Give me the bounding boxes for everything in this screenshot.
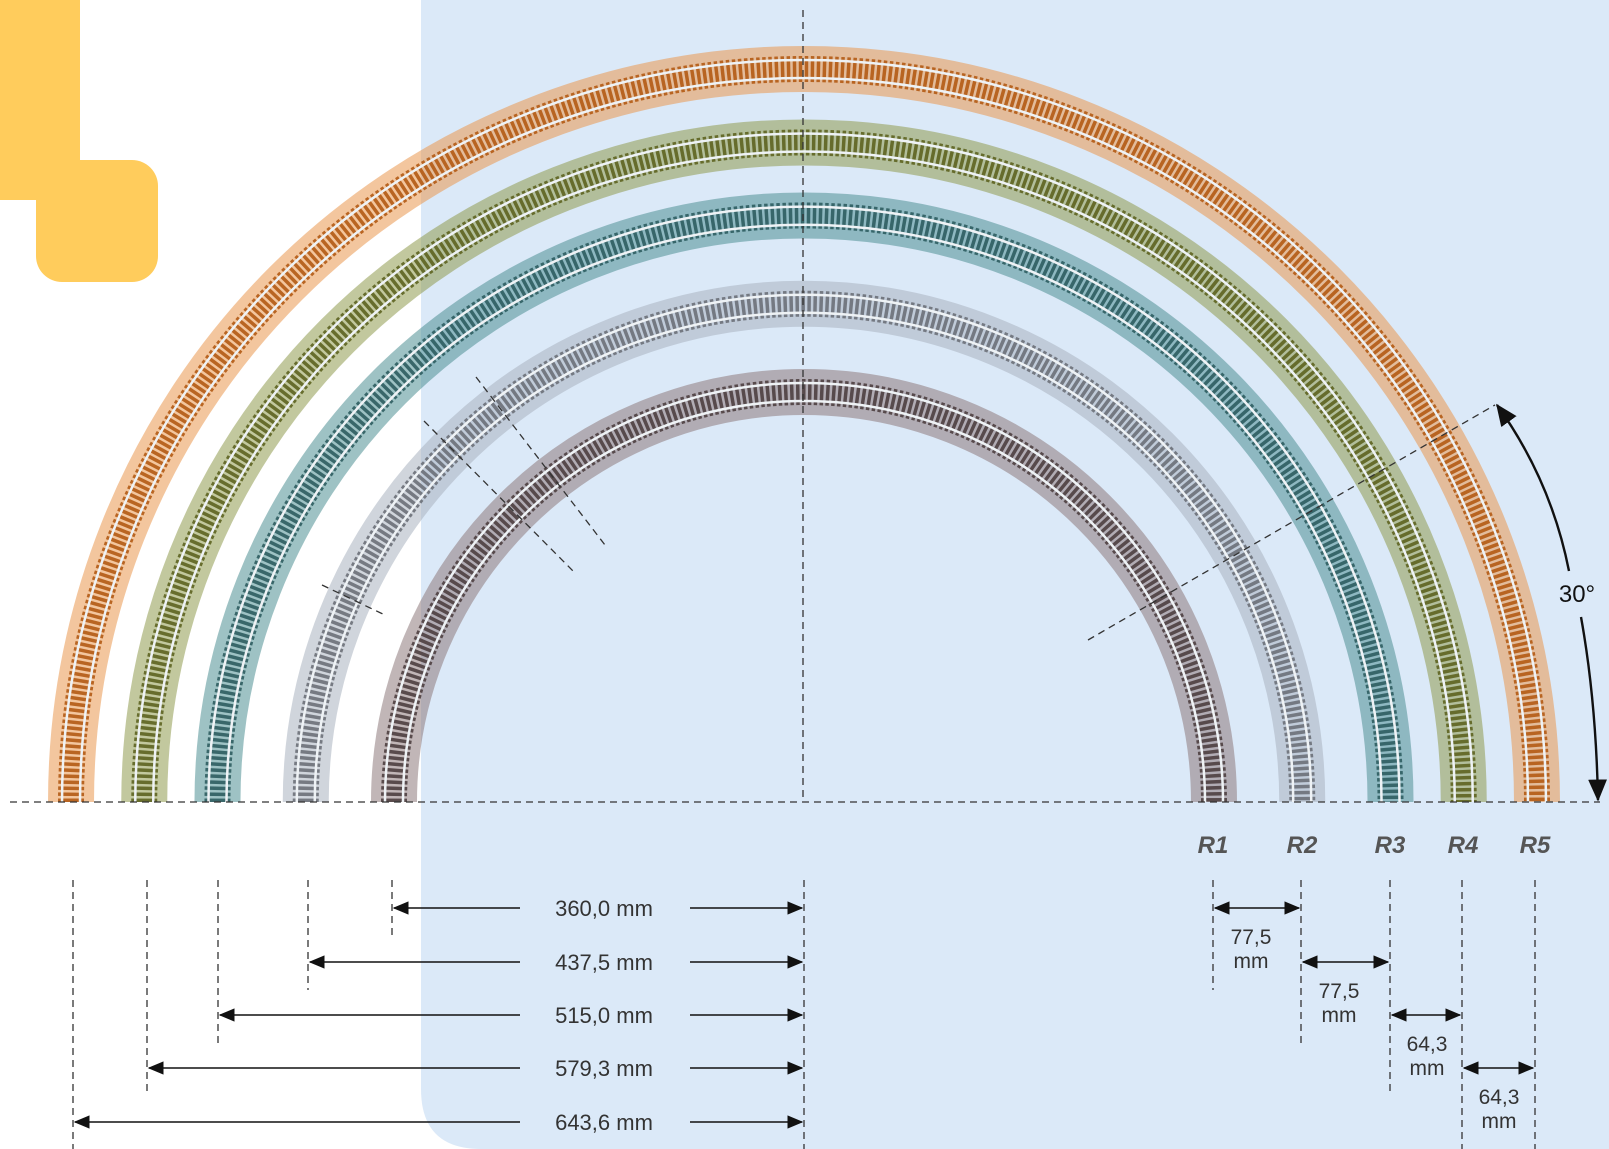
track-r1-rail-outer [383,381,1225,803]
gap-unit-3: mm [1410,1057,1445,1080]
track-r4-rail-outer [133,131,1475,803]
gap-dimensions: 77,5 mm 77,5 mm 64,3 mm 64,3 mm [1212,880,1536,1149]
radius-value-r1: 360,0 mm [555,896,653,921]
angle-arc-lower [1579,616,1608,802]
label-r4: R4 [1448,832,1479,859]
gap-value-4: 64,3 [1479,1086,1520,1109]
track-r4-rail-inner [151,150,1457,803]
radius-value-r3: 515,0 mm [555,1003,653,1028]
gap-unit-4: mm [1482,1110,1517,1133]
gap-unit-2: mm [1322,1004,1357,1027]
track-r4 [121,119,1487,803]
radius-value-r5: 643,6 mm [555,1110,653,1135]
accent-square [36,160,158,282]
guide-lines [10,10,1600,803]
radius-value-r4: 579,3 mm [555,1056,653,1081]
gap-value-1: 77,5 [1231,926,1272,949]
angle-indicator: 30° [1496,403,1608,802]
track-r4-sleepers [131,129,1477,803]
track-r5-sleepers [58,56,1550,803]
radius-labels: R1 R2 R3 R4 R5 [1198,832,1551,859]
angle-ray-30 [1087,404,1496,641]
label-r1: R1 [1198,832,1229,859]
gap-unit-1: mm [1234,950,1269,973]
track-r3-rail-outer [207,205,1401,803]
section-divider-3 [321,584,388,617]
track-r3 [194,192,1414,803]
track-r5-rail-inner [78,76,1530,803]
tracks-layer [48,46,1560,803]
track-r5 [48,46,1560,803]
angle-label: 30° [1559,581,1595,608]
label-r5: R5 [1520,832,1551,859]
track-r3-sleepers [204,202,1404,803]
track-r5-rail-outer [60,58,1548,803]
gap-value-3: 64,3 [1407,1033,1448,1056]
radius-dimensions: 360,0 mm 437,5 mm 515,0 mm 579,3 mm 643,… [72,880,805,1149]
label-r2: R2 [1287,832,1318,859]
accent-shapes [0,0,158,282]
track-r1-rail-inner [401,399,1207,803]
track-r3-rail-inner [225,223,1383,803]
gap-value-2: 77,5 [1319,980,1360,1003]
track-r1 [371,369,1237,803]
radius-value-r2: 437,5 mm [555,950,653,975]
label-r3: R3 [1375,832,1406,859]
track-r1-sleepers [381,379,1227,803]
angle-arc-upper [1496,403,1571,572]
